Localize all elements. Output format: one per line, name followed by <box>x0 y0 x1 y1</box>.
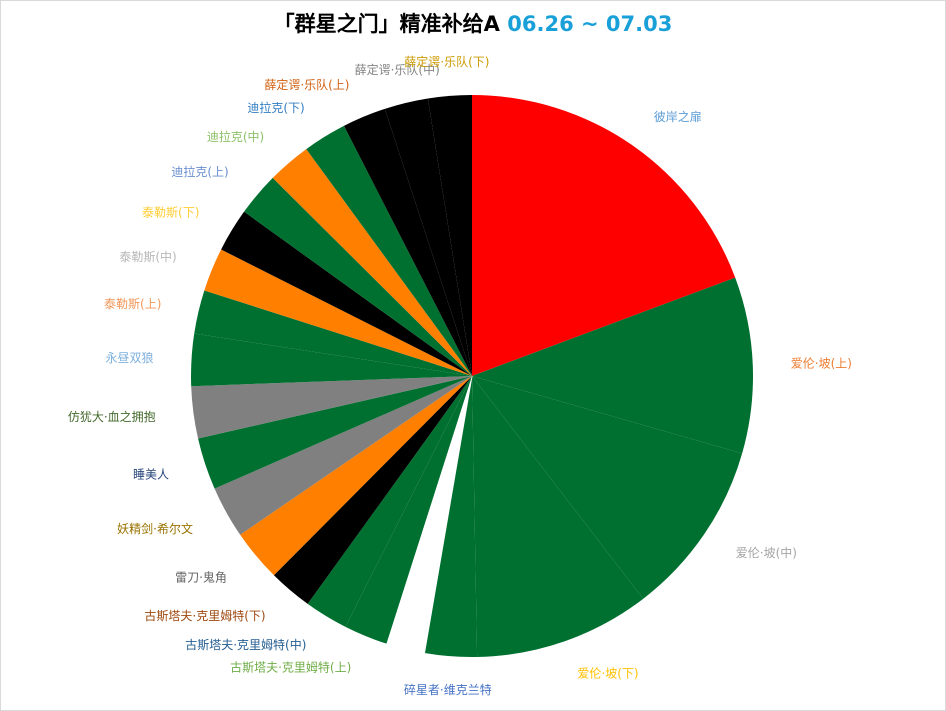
slice-label: 碎星者·维克兰特 <box>404 682 492 697</box>
pie-slice <box>472 95 736 376</box>
slice-label: 爱伦·坡(中) <box>736 545 797 560</box>
slice-label: 薛定谔·乐队(上) <box>264 77 349 92</box>
slice-label: 仿犹大·血之拥抱 <box>68 409 156 424</box>
pie-slice <box>204 249 472 376</box>
slice-label: 雷刀·鬼角 <box>175 570 227 585</box>
pie-slice <box>191 333 472 387</box>
slice-label: 彼岸之扉 <box>654 110 702 124</box>
slice-label: 古斯塔夫·克里姆特(中) <box>185 637 306 652</box>
pie-slice <box>472 376 743 599</box>
pie-slice <box>343 108 472 377</box>
pie-slice <box>194 290 472 376</box>
pie-slice <box>424 376 478 657</box>
slice-label: 爱伦·坡(上) <box>791 356 852 371</box>
pie-slice <box>221 211 472 376</box>
slice-label: 泰勒斯(下) <box>142 206 199 220</box>
pie-slice <box>385 375 473 654</box>
chart-title: 「群星之门」精准补给A 06.26 ~ 07.03 <box>0 8 946 38</box>
slice-label: 泰勒斯(上) <box>104 297 161 311</box>
pie-slice <box>240 376 472 576</box>
pie-slice <box>272 149 472 376</box>
slice-label: 古斯塔夫·克里姆特(上) <box>230 660 351 675</box>
pie-slice <box>307 376 472 627</box>
pie-slice <box>427 95 472 376</box>
pie-slice <box>472 277 754 454</box>
pie-slice <box>306 125 472 376</box>
slice-label: 永昼双狼 <box>105 350 153 365</box>
slice-label: 泰勒斯(中) <box>119 249 176 264</box>
slice-label: 古斯塔夫·克里姆特(下) <box>144 608 265 623</box>
pie-slice <box>273 376 472 604</box>
pie-slice <box>191 376 472 439</box>
pie-slice <box>198 376 473 489</box>
slice-label: 薛定谔·乐队(下) <box>404 54 489 69</box>
slice-label: 睡美人 <box>133 468 169 482</box>
pie-slice <box>384 98 472 377</box>
pie-slice <box>345 376 472 644</box>
slice-label: 妖精剑·希尔文 <box>117 521 193 536</box>
pie-slice <box>244 177 472 376</box>
title-dates: 06.26 ~ 07.03 <box>507 12 673 36</box>
slice-label: 迪拉克(中) <box>207 129 264 144</box>
title-text: 「群星之门」精准补给A <box>273 12 500 36</box>
slice-label: 迪拉克(上) <box>171 164 228 179</box>
slice-label: 爱伦·坡(下) <box>577 665 638 680</box>
slice-label: 迪拉克(下) <box>247 100 304 115</box>
pie-slice <box>214 376 472 535</box>
pie-slice <box>472 376 644 657</box>
slice-label: 薛定谔·乐队(中) <box>355 62 440 77</box>
